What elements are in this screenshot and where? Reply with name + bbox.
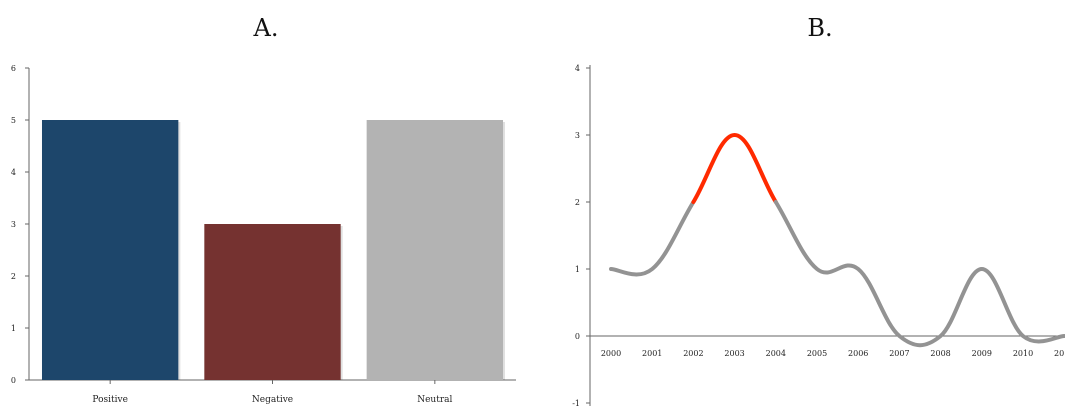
y-tick-label: 2 bbox=[11, 272, 16, 281]
x-tick-label: 2001 bbox=[642, 349, 662, 358]
x-tick-label: 2005 bbox=[807, 349, 827, 358]
x-tick-label: 2009 bbox=[972, 349, 992, 358]
x-category-label: Positive bbox=[92, 395, 128, 405]
y-tick-label: 0 bbox=[11, 376, 16, 385]
x-tick-label: 2003 bbox=[724, 349, 744, 358]
y-tick-label: 3 bbox=[11, 220, 16, 229]
bar-negative bbox=[204, 224, 341, 380]
chart-a-title: A. bbox=[253, 14, 279, 42]
series-line-before-highlight bbox=[609, 200, 696, 277]
bar-chart-positive-negative-neutral: 0 1 2 3 4 5 6 Positive Negative Neutral bbox=[11, 64, 516, 405]
x-category-label: Negative bbox=[252, 395, 293, 405]
x-tick-label: 2004 bbox=[766, 349, 786, 358]
chart-b-title: B. bbox=[807, 14, 832, 42]
bar-positive bbox=[41, 120, 179, 380]
line-chart-2000-2011: -1 0 1 2 3 4 2000 2001 2002 2003 2004 2005 2006 2007 2… bbox=[572, 64, 1065, 408]
x-tick-label: 2008 bbox=[930, 349, 950, 358]
y-tick-label: 4 bbox=[11, 168, 16, 177]
x-tick-label: 2002 bbox=[683, 349, 703, 358]
y-tick-label: 3 bbox=[575, 131, 580, 140]
y-tick-label: 4 bbox=[575, 64, 580, 73]
x-tick-label: 2011 bbox=[1054, 349, 1065, 358]
x-tick-label: 2000 bbox=[601, 349, 621, 358]
series-line-after-highlight bbox=[773, 200, 1065, 348]
y-tick-label: 0 bbox=[575, 332, 580, 341]
series-line-highlight bbox=[691, 132, 778, 204]
y-tick-label: 1 bbox=[11, 324, 16, 333]
x-tick-label: 2006 bbox=[848, 349, 868, 358]
x-category-label: Neutral bbox=[417, 395, 452, 405]
bar-neutral bbox=[366, 120, 504, 380]
y-tick-label: 2 bbox=[575, 198, 580, 207]
x-tick-label: 2007 bbox=[889, 349, 909, 358]
y-tick-label: 1 bbox=[575, 265, 580, 274]
x-tick-label: 2010 bbox=[1013, 349, 1033, 358]
y-tick-label: -1 bbox=[572, 399, 580, 406]
y-tick-label: 5 bbox=[11, 116, 16, 125]
y-tick-label: 6 bbox=[11, 64, 16, 73]
